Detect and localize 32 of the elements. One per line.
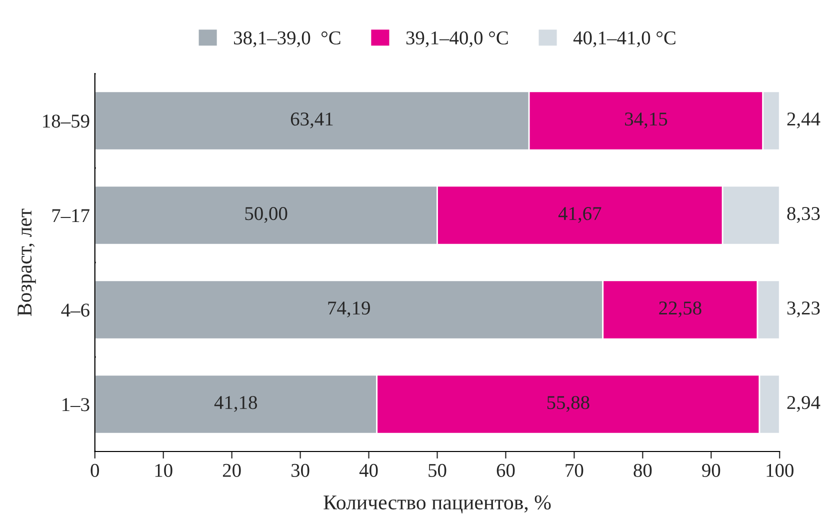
legend-label: 40,1–41,0 °C — [573, 31, 676, 48]
data-label: 50,00 — [245, 206, 288, 223]
data-label: 41,67 — [558, 207, 602, 223]
x-tick-label: 90 — [702, 464, 720, 477]
y-tick-label: 18–59 — [43, 114, 90, 128]
data-label: 63,41 — [290, 112, 333, 128]
data-label: 3,23 — [787, 302, 820, 318]
data-label: 8,33 — [787, 206, 820, 223]
x-tick-label: 10 — [155, 464, 172, 477]
x-tick-label: 20 — [222, 464, 241, 477]
x-tick-label: 100 — [766, 464, 794, 477]
y-tick-label: 1–3 — [62, 398, 90, 412]
data-label: 34,15 — [625, 112, 668, 128]
data-label: 55,88 — [547, 396, 590, 412]
x-tick-label: 70 — [566, 464, 584, 477]
x-tick-label: 80 — [634, 464, 652, 477]
x-tick-label: 50 — [428, 464, 446, 477]
data-label: 41,18 — [214, 396, 257, 412]
data-label: 74,19 — [328, 302, 370, 318]
x-tick-label: 0 — [90, 464, 99, 477]
x-axis-title: Количество пациентов, % — [324, 495, 551, 514]
x-tick-label: 40 — [359, 464, 378, 477]
data-label: 2,44 — [787, 112, 820, 128]
x-tick-label: 30 — [292, 464, 310, 477]
legend-label: 39,1–40,0 °C — [406, 31, 508, 48]
y-tick-label: 4–6 — [61, 304, 90, 317]
legend-label: 38,1–39,0 °C — [234, 31, 340, 48]
x-tick-label: 60 — [496, 464, 515, 477]
y-axis-title: Возраст, лет — [18, 208, 36, 316]
y-tick-label: 7–17 — [52, 209, 90, 222]
data-label: 2,94 — [787, 396, 820, 412]
data-label: 22,58 — [659, 301, 702, 318]
